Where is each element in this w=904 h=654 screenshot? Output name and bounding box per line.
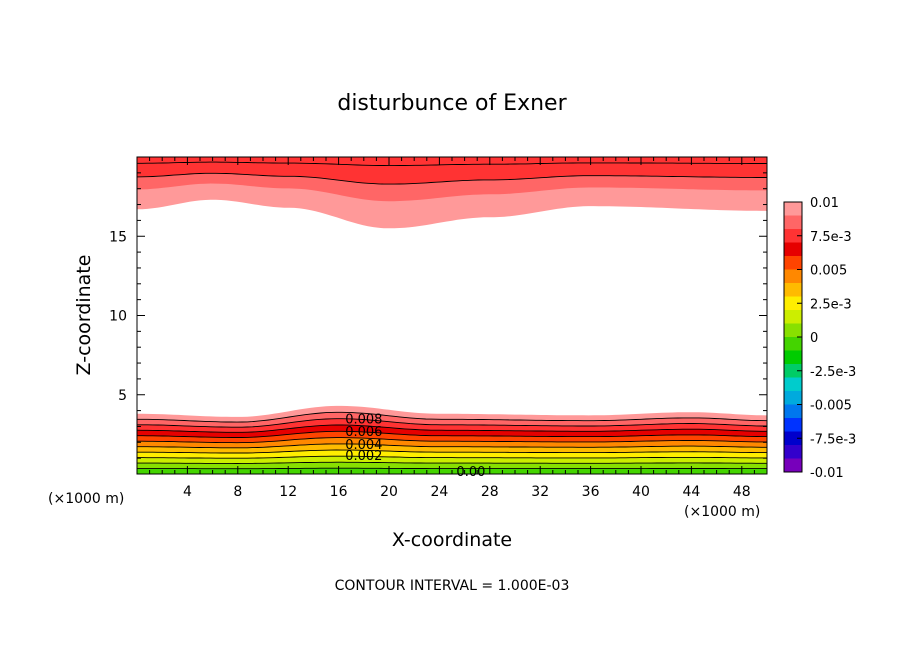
x-tick-label: 44 [682, 484, 700, 500]
colorbar-segment [784, 391, 802, 405]
contour-label: 0.004 [345, 438, 382, 453]
x-tick-label: 12 [279, 484, 297, 500]
contour-band [137, 157, 767, 185]
contour-line [137, 411, 767, 423]
contour-interval-text: CONTOUR INTERVAL = 1.000E-03 [335, 578, 570, 594]
x-tick-label: 28 [481, 484, 499, 500]
contour-line [137, 467, 767, 470]
chart-title: disturbunce of Exner [337, 91, 567, 116]
contour-label: 0.00 [456, 465, 485, 480]
contour-line [137, 172, 767, 185]
x-unit-label-right: (×1000 m) [684, 504, 760, 520]
colorbar-segment [784, 431, 802, 446]
colorbar-segment [784, 418, 802, 432]
contour-line [137, 418, 767, 428]
colorbar-segment [784, 364, 802, 378]
colorbar-segment [784, 310, 802, 324]
colorbar: 0.01 7.5e-3 0.005 2.5e-3 0 -2.5e-3 -0.005 -7.5e… [783, 196, 856, 481]
colorbar-tick-label: -0.01 [810, 466, 844, 481]
colorbar-segment [784, 377, 802, 392]
colorbar-segment [784, 215, 802, 230]
colorbar-segment [784, 229, 802, 243]
x-tick-label: 8 [233, 484, 242, 500]
x-tick-label: 40 [632, 484, 650, 500]
colorbar-tick-label: 7.5e-3 [810, 230, 852, 245]
y-axis-label: Z-coordinate [73, 255, 95, 376]
colorbar-tick-label: -2.5e-3 [810, 365, 856, 380]
colorbar-segment [784, 337, 802, 351]
x-tick-label: 36 [582, 484, 600, 500]
x-unit-label-left: (×1000 m) [48, 491, 124, 507]
x-tick-label: 48 [733, 484, 751, 500]
x-tick-label: 24 [430, 484, 448, 500]
colorbar-tick-label: 0.01 [810, 196, 839, 211]
colorbar-segment [784, 445, 802, 459]
x-axis-label: X-coordinate [392, 529, 512, 551]
colorbar-segment [784, 296, 802, 311]
colorbar-segment [784, 269, 802, 284]
colorbar-tick-label: -0.005 [810, 399, 852, 414]
contour-label: 0.008 [345, 413, 382, 428]
contour-line [137, 424, 767, 433]
contour-line [137, 437, 767, 444]
colorbar-segment [784, 350, 802, 365]
colorbar-segment [784, 242, 802, 257]
colorbar-tick-label: 0.005 [810, 264, 847, 279]
contour-line [137, 443, 767, 449]
colorbar-segment [784, 202, 802, 216]
x-tick-label: 16 [330, 484, 348, 500]
colorbar-segment [784, 404, 802, 419]
colorbar-tick-label: 0 [810, 331, 818, 346]
contour-line [137, 455, 767, 459]
colorbar-segment [784, 256, 802, 270]
x-tick-label: 32 [531, 484, 549, 500]
y-tick-label: 10 [109, 309, 127, 325]
colorbar-tick-label: -7.5e-3 [810, 432, 856, 447]
contour-line [137, 161, 767, 167]
colorbar-tick-label: 2.5e-3 [810, 297, 852, 312]
colorbar-segment [784, 323, 802, 338]
contour-label: 0.006 [345, 425, 382, 440]
contour-label: 0.002 [345, 449, 382, 464]
y-tick-label: 15 [109, 229, 127, 245]
contour-line [137, 449, 767, 454]
y-tick-label: 5 [118, 388, 127, 404]
colorbar-segment [784, 458, 802, 473]
contour-line [137, 430, 767, 438]
x-tick-label: 4 [183, 484, 192, 500]
contour-fill-group [137, 157, 767, 474]
x-tick-label: 20 [380, 484, 398, 500]
contour-line [137, 461, 767, 464]
colorbar-segment [784, 283, 802, 297]
